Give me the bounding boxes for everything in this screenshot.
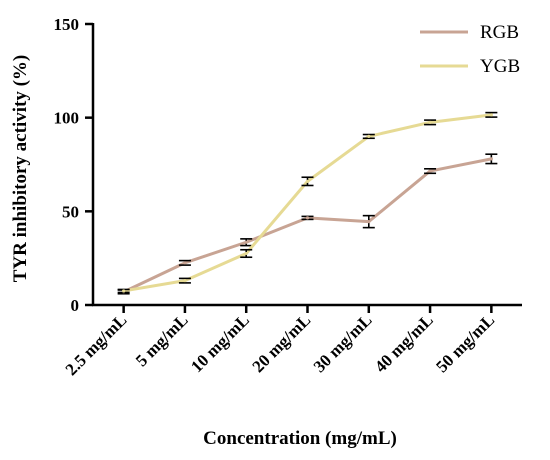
plot-area — [117, 111, 498, 295]
y-axis-title: TYR inhibitory activity (%) — [10, 55, 31, 282]
x-tick-label: 2.5 mg/mL — [62, 310, 131, 379]
x-tick-label: 40 mg/mL — [371, 310, 437, 376]
data-point — [305, 179, 310, 183]
y-tick-label: 0 — [71, 296, 80, 315]
data-point — [122, 289, 126, 293]
legend-label: YGB — [480, 56, 520, 77]
y-tick-label: 100 — [54, 109, 80, 128]
data-point — [183, 279, 187, 283]
x-tick-label: 20 mg/mL — [248, 310, 314, 376]
x-axis-title: Concentration (mg/mL) — [203, 428, 397, 449]
data-point — [305, 216, 310, 220]
x-tick-label: 50 mg/mL — [432, 310, 498, 376]
data-point — [244, 240, 248, 244]
data-point — [183, 261, 187, 265]
x-tick-label: 5 mg/mL — [132, 310, 192, 370]
data-point — [367, 220, 371, 224]
series-ygb — [117, 111, 498, 294]
data-point — [367, 134, 371, 138]
data-point — [244, 251, 248, 256]
legend-item-rgb: RGB — [420, 22, 519, 43]
data-point — [489, 113, 493, 117]
legend: RGB YGB — [420, 22, 520, 77]
legend-label: RGB — [480, 22, 519, 43]
data-point — [428, 120, 432, 124]
legend-item-ygb: YGB — [420, 56, 520, 77]
x-tick-label: 10 mg/mL — [187, 310, 253, 376]
data-point — [489, 157, 493, 161]
y-tick-label: 50 — [62, 202, 79, 221]
y-tick-label: 150 — [54, 15, 80, 34]
x-tick-label: 30 mg/mL — [310, 310, 376, 376]
series-rgb — [117, 153, 498, 295]
data-point — [428, 169, 432, 173]
